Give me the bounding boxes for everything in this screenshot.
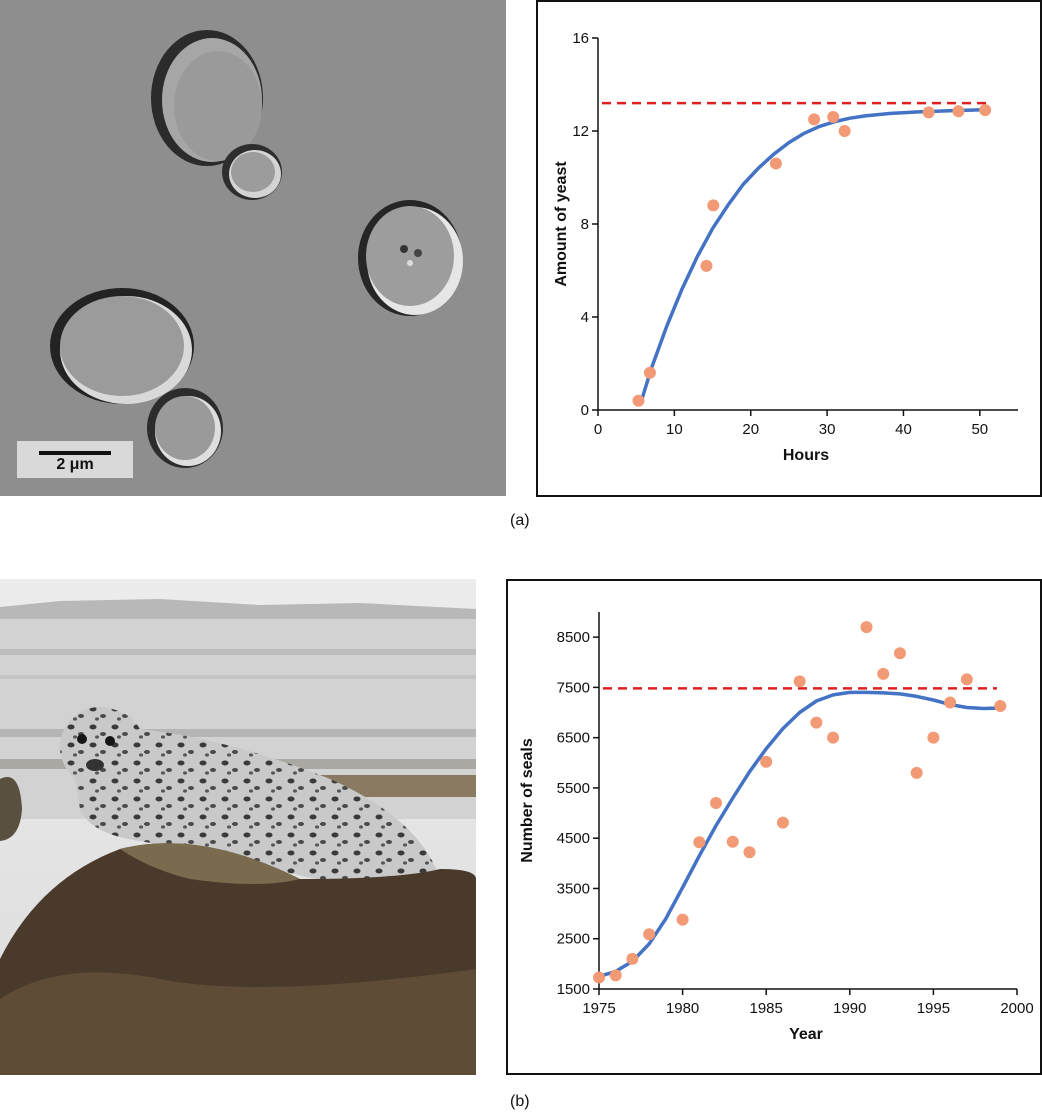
chart0-data-point (769, 157, 782, 170)
chart1-data-point (726, 835, 739, 848)
chart0-y-tick-label: 4 (581, 309, 589, 326)
yeast-growth-chart: 0 4 8 12 16 0 10 20 30 40 50 Hours Amount of yeast (536, 0, 1042, 497)
chart0-data-point (838, 125, 851, 137)
chart0-y-tick-label: 12 (572, 123, 589, 140)
chart0-x-tick-label: 20 (742, 421, 759, 438)
chart1-y-tick-label: 4500 (557, 830, 590, 847)
chart1-data-point (877, 667, 890, 680)
chart0-x-axis-title: Hours (783, 447, 829, 464)
chart1-data-point (927, 731, 940, 744)
harbor-seal-image (0, 579, 476, 1075)
chart1-data-point (810, 716, 823, 729)
chart1-data-point (944, 696, 957, 709)
chart1-x-tick-label: 2000 (1000, 1000, 1033, 1017)
chart0-x-tick-label: 10 (666, 421, 683, 438)
chart1-x-axis-title: Year (789, 1026, 823, 1043)
chart0-y-tick-label: 8 (581, 216, 589, 233)
chart1-data-point (760, 755, 773, 768)
chart0-y-tick-label: 16 (572, 30, 589, 47)
chart0-data-point (632, 394, 645, 407)
chart1-data-point (776, 816, 789, 829)
chart1-y-tick-label: 1500 (557, 981, 590, 998)
chart0-x-tick-label: 40 (895, 421, 912, 438)
scale-bar-label: 2 μm (56, 456, 94, 473)
chart0-y-axis-title: Amount of yeast (553, 161, 570, 287)
chart1-y-tick-label: 5500 (557, 780, 590, 797)
chart1-y-axis-title: Number of seals (519, 738, 536, 863)
chart1-fit-curve (598, 690, 1001, 979)
chart1-data-point (960, 673, 973, 686)
chart1-data-point (676, 913, 689, 926)
chart0-data-point (808, 113, 821, 126)
chart1-x-tick-label: 1995 (917, 1000, 950, 1017)
chart1-y-tick-label: 7500 (557, 679, 590, 696)
chart0-data-point (827, 111, 840, 124)
chart1-data-point (910, 766, 923, 779)
scale-bar: 2 μm (17, 441, 133, 478)
chart1-data-point (710, 797, 723, 810)
chart1-data-point (693, 836, 706, 849)
chart1-data-point (793, 675, 806, 688)
chart1-x-tick-label: 1990 (833, 1000, 866, 1017)
chart1-y-tick-label: 6500 (557, 730, 590, 747)
chart1-data-point (626, 952, 639, 965)
chart0-data-point (643, 366, 656, 379)
chart0-fit-curve (638, 107, 988, 406)
seal-population-chart: 1500 2500 3500 4500 5500 6500 7500 8500 1975 1980… (506, 579, 1042, 1075)
chart1-data-point (643, 928, 656, 941)
chart0-data-point (700, 259, 713, 272)
chart0-x-tick-label: 30 (819, 421, 836, 438)
chart1-y-tick-label: 8500 (557, 629, 590, 646)
chart1-data-point (743, 846, 756, 859)
chart1-x-tick-label: 1980 (666, 1000, 699, 1017)
chart1-x-tick-label: 1985 (750, 1000, 783, 1017)
chart1-y-tick-label: 2500 (557, 931, 590, 948)
panel-label-a: (a) (510, 512, 530, 529)
chart1-data-point (827, 731, 840, 744)
chart1-data-point (860, 621, 873, 634)
chart0-data-point (922, 106, 935, 119)
chart1-data-point (609, 969, 622, 982)
chart0-x-tick-label: 50 (971, 421, 988, 438)
chart1-x-tick-label: 1975 (582, 1000, 615, 1017)
harbor-seal-photo (0, 579, 476, 1075)
chart1-data-point (893, 647, 906, 660)
yeast-micrograph-image (0, 0, 506, 496)
scale-bar-line (39, 451, 111, 455)
chart0-data-point (952, 105, 965, 118)
chart0-y-tick-label: 0 (581, 402, 589, 419)
chart0-x-tick-label: 0 (594, 421, 602, 438)
yeast-growth-chart-plot: 0 4 8 12 16 0 10 20 30 40 50 Hours Amount of yeast (553, 30, 1018, 464)
panel-label-b: (b) (510, 1093, 530, 1110)
chart1-y-tick-label: 3500 (557, 880, 590, 897)
chart0-data-point (979, 104, 992, 117)
yeast-micrograph: 2 μm (0, 0, 506, 496)
chart1-data-point (994, 699, 1007, 712)
chart1-data-point (593, 971, 605, 984)
seal-population-chart-plot: 1500 2500 3500 4500 5500 6500 7500 8500 1975 1980… (519, 612, 1034, 1043)
chart0-data-point (707, 199, 720, 212)
